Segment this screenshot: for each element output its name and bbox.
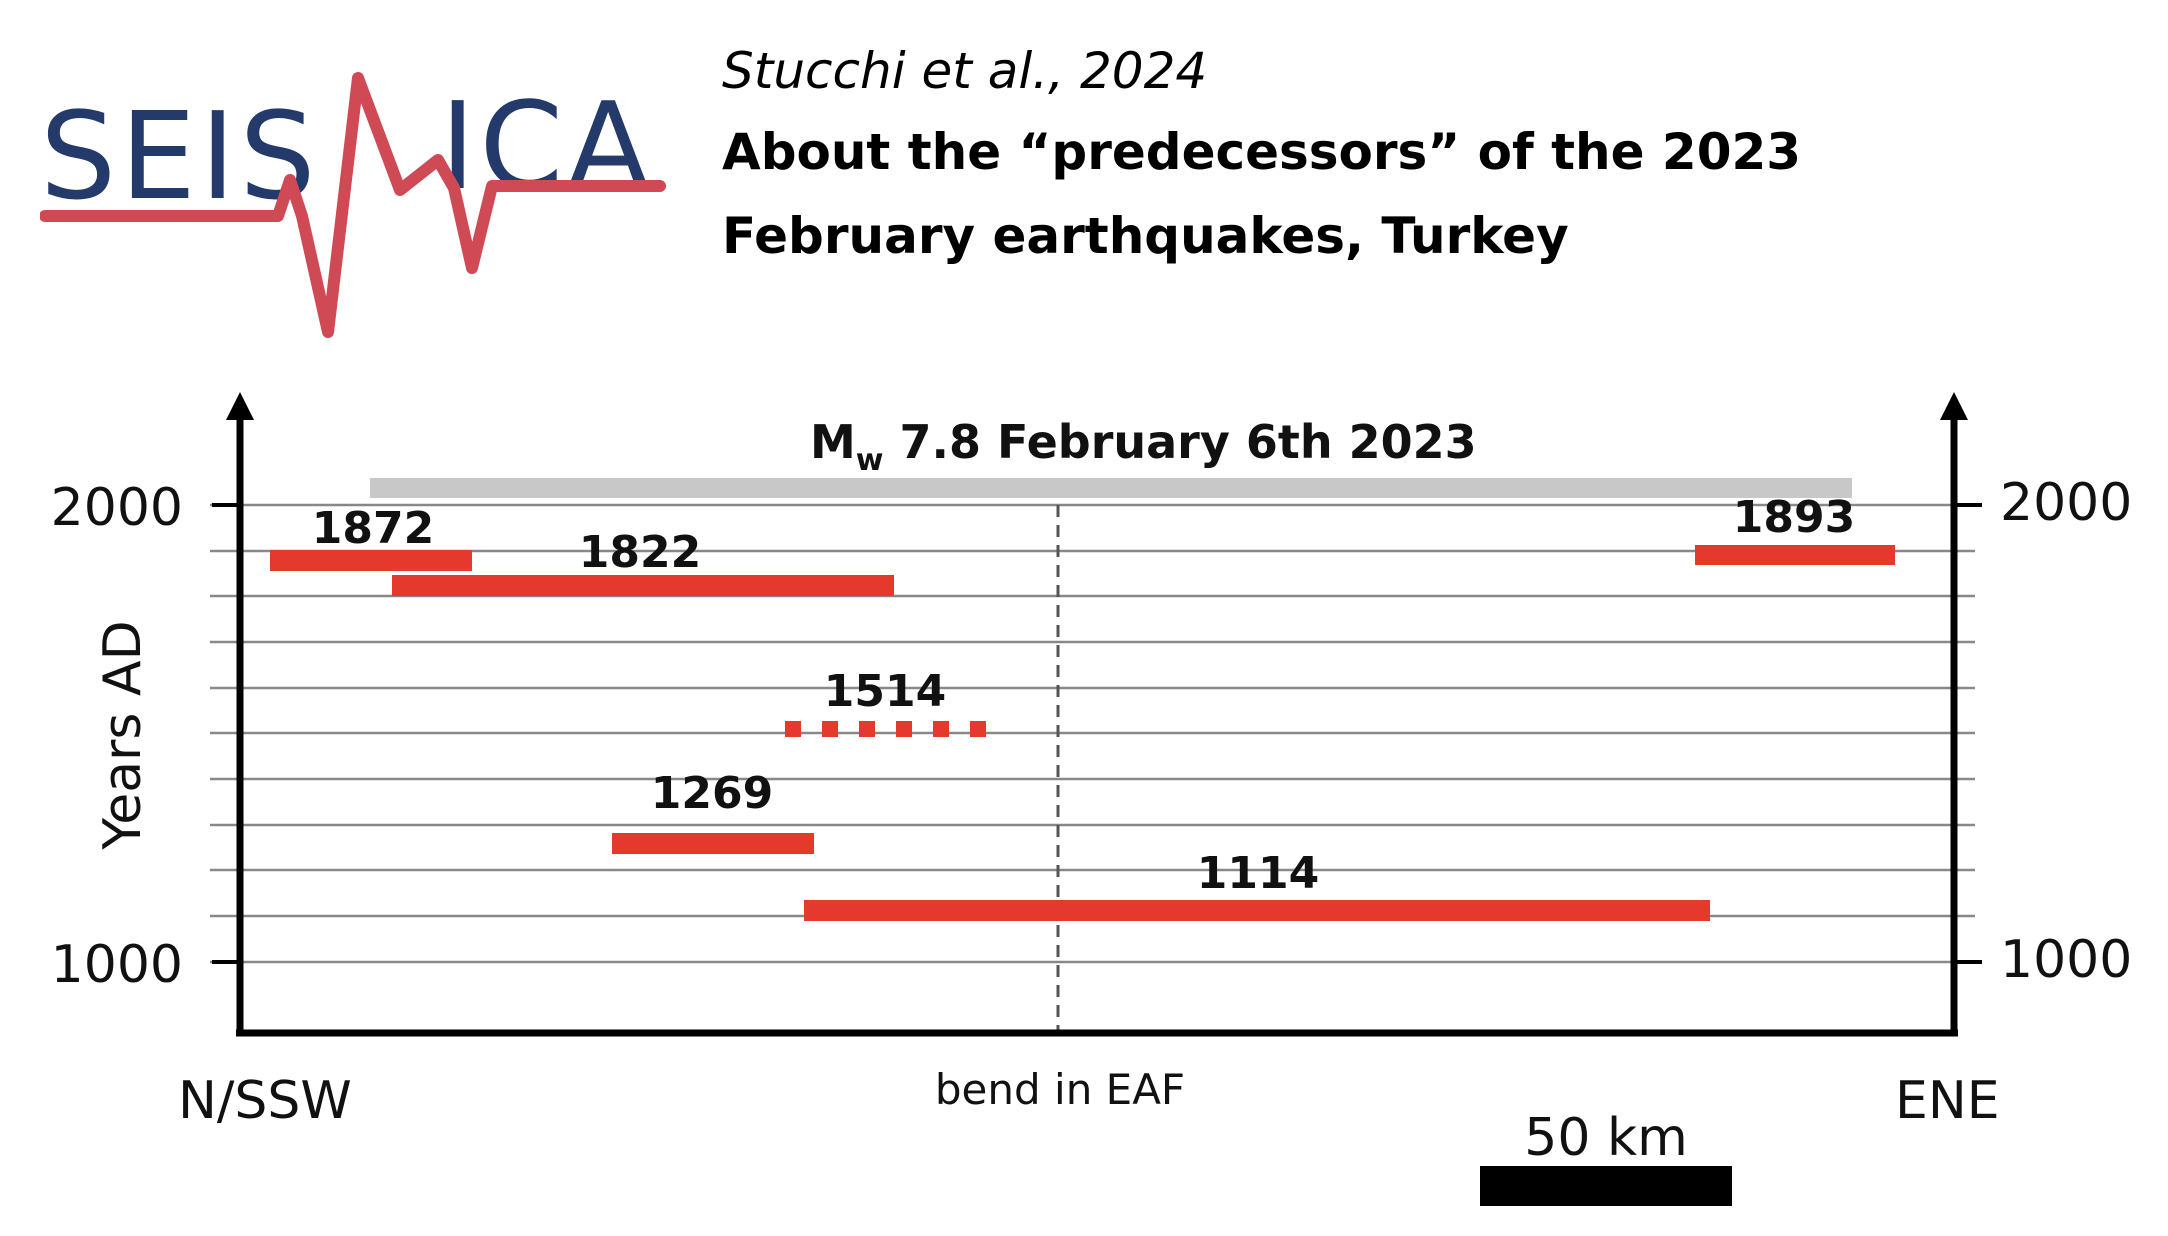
- rupture-label-1514: 1514: [824, 666, 946, 717]
- rupture-dash: [933, 721, 949, 737]
- rupture-bar-1872: [270, 550, 472, 571]
- seismica-logo: SEIS ICA: [40, 72, 666, 338]
- logo-text-ica: ICA: [440, 78, 653, 217]
- event-label: Mw 7.8 February 6th 2023: [810, 415, 1477, 478]
- rupture-label-1893: 1893: [1733, 492, 1855, 543]
- rupture-label-1114: 1114: [1197, 848, 1319, 899]
- y-tick-right-2000: 2000: [2000, 473, 2132, 533]
- bend-label: bend in EAF: [935, 1065, 1185, 1114]
- scale-bar: [1480, 1166, 1732, 1206]
- right-axis-arrow: [1940, 392, 1968, 420]
- logo-seismogram-line: [40, 72, 666, 338]
- rupture-label-1872: 1872: [312, 503, 434, 554]
- rupture-dash: [896, 721, 912, 737]
- rupture-label-1822: 1822: [579, 527, 701, 578]
- logo-text-seis: SEIS: [40, 88, 320, 227]
- left-axis-arrow: [226, 392, 254, 420]
- rupture-bar-1114: [804, 900, 1710, 921]
- rupture-label-1269: 1269: [651, 768, 773, 819]
- rupture-dash: [970, 721, 986, 737]
- rupture-dash: [859, 721, 875, 737]
- event-bar-2023: [370, 478, 1852, 498]
- scale-label: 50 km: [1524, 1108, 1687, 1168]
- rupture-bar-1269: [612, 833, 814, 854]
- rupture-dash: [822, 721, 838, 737]
- x-label-left: N/SSW: [178, 1071, 352, 1131]
- ruptures: 1872 1822 1893 1514 1269 1114: [270, 492, 1895, 921]
- y-tick-right-1000: 1000: [2000, 930, 2132, 990]
- y-tick-left-1000: 1000: [51, 935, 183, 995]
- rupture-bar-1822: [392, 575, 894, 596]
- rupture-dash: [785, 721, 801, 737]
- y-tick-left-2000: 2000: [51, 478, 183, 538]
- citation: Stucchi et al., 2024: [722, 42, 1208, 100]
- grid-lines: [210, 503, 1975, 964]
- axes: [236, 415, 1958, 1037]
- paper-title: About the “predecessors” of the 2023 Feb…: [722, 123, 1802, 265]
- rupture-bar-1514: [785, 721, 986, 737]
- y-axis-label: Years AD: [93, 620, 153, 850]
- header: Stucchi et al., 2024 About the “predeces…: [722, 38, 2122, 278]
- rupture-bar-1893: [1695, 545, 1895, 565]
- x-label-right: ENE: [1895, 1071, 2000, 1131]
